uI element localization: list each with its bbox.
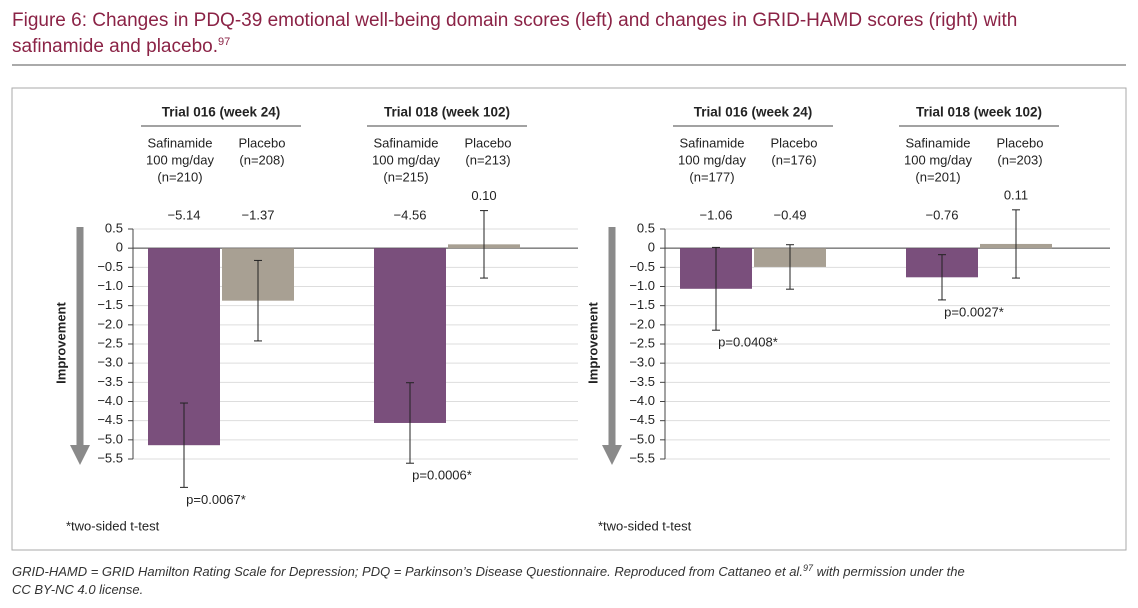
value-label: −1.37 [242, 207, 275, 222]
y-tick-label: 0 [648, 240, 655, 255]
y-tick-label: 0.5 [105, 220, 123, 235]
y-tick-label: −4.0 [97, 393, 123, 408]
error-bar [712, 246, 720, 331]
y-tick-label: −5.0 [97, 431, 123, 446]
caption-text: with permission under the [813, 564, 965, 579]
value-label: −0.49 [774, 207, 807, 222]
figure-title: Figure 6: Changes in PDQ-39 emotional we… [12, 10, 1017, 31]
y-tick-label: −1.5 [629, 297, 655, 312]
value-label: 0.10 [471, 188, 496, 203]
y-axis-label: Improvement [53, 302, 68, 384]
value-label: −0.76 [926, 207, 959, 222]
value-label: 0.11 [1004, 187, 1028, 202]
bar-label: (n=177) [689, 169, 734, 184]
y-tick-label: −1.0 [629, 278, 655, 293]
bar-label: 100 mg/day [146, 152, 214, 167]
error-bar [180, 402, 188, 488]
bar-label: 100 mg/day [678, 152, 746, 167]
y-tick-label: 0.5 [637, 220, 655, 235]
bar-label: (n=213) [465, 152, 510, 167]
caption-ref: 97 [803, 563, 814, 573]
p-value: p=0.0027* [944, 304, 1004, 319]
value-label: −1.06 [700, 207, 733, 222]
y-tick-label: 0 [116, 240, 123, 255]
improvement-arrowhead [70, 445, 90, 465]
y-tick-label: −4.0 [629, 393, 655, 408]
y-tick-label: −2.0 [97, 316, 123, 331]
bar-label: Placebo [465, 135, 512, 150]
y-tick-label: −2.5 [97, 335, 123, 350]
p-value: p=0.0006* [412, 468, 472, 483]
y-tick-label: −3.0 [629, 355, 655, 370]
value-label: −5.14 [168, 207, 201, 222]
bar-label: Safinamide [147, 135, 212, 150]
value-label: −4.56 [394, 207, 427, 222]
group-header: Trial 018 (week 102) [916, 105, 1042, 120]
y-tick-label: −1.0 [97, 278, 123, 293]
y-axis-label: Improvement [585, 302, 600, 384]
footnote: *two-sided t-test [598, 518, 692, 533]
caption-text: GRID-HAMD = GRID Hamilton Rating Scale f… [12, 564, 803, 579]
bar-label: (n=215) [383, 169, 428, 184]
error-bar [254, 259, 262, 342]
p-value: p=0.0067* [186, 492, 246, 507]
y-tick-label: −3.0 [97, 355, 123, 370]
bar-label: (n=176) [771, 152, 816, 167]
bar-label: Placebo [771, 135, 818, 150]
bar-label: Safinamide [679, 135, 744, 150]
y-tick-label: −2.0 [629, 316, 655, 331]
bar-label: (n=201) [915, 169, 960, 184]
y-tick-label: −0.5 [629, 259, 655, 274]
bar-label: (n=208) [239, 152, 284, 167]
error-bar [480, 210, 488, 279]
bar-label: 100 mg/day [372, 152, 440, 167]
caption-line2: CC BY-NC 4.0 license. [12, 582, 143, 597]
bar-label: (n=203) [997, 152, 1042, 167]
bar-label: Placebo [239, 135, 286, 150]
y-tick-label: −0.5 [97, 259, 123, 274]
figure-title-line2: safinamide and placebo.97 [12, 36, 230, 57]
caption: GRID-HAMD = GRID Hamilton Rating Scale f… [12, 563, 965, 579]
error-bar [786, 244, 794, 290]
y-tick-label: −4.5 [97, 412, 123, 427]
y-tick-label: −2.5 [629, 335, 655, 350]
y-tick-label: −5.0 [629, 431, 655, 446]
bar-label: 100 mg/day [904, 152, 972, 167]
p-value: p=0.0408* [718, 335, 778, 350]
group-header: Trial 016 (week 24) [162, 105, 281, 120]
bar-label: Safinamide [905, 135, 970, 150]
footnote: *two-sided t-test [66, 518, 160, 533]
error-bar [1012, 209, 1020, 279]
error-bar [406, 382, 414, 464]
bar-label: Safinamide [373, 135, 438, 150]
improvement-arrowhead [602, 445, 622, 465]
error-bar [938, 254, 946, 301]
y-tick-label: −5.5 [629, 450, 655, 465]
group-header: Trial 018 (week 102) [384, 105, 510, 120]
y-tick-label: −1.5 [97, 297, 123, 312]
y-tick-label: −5.5 [97, 450, 123, 465]
figure-frame [11, 87, 1127, 551]
y-tick-label: −3.5 [629, 374, 655, 389]
group-header: Trial 016 (week 24) [694, 105, 813, 120]
title-ref: 97 [218, 36, 230, 48]
y-tick-label: −3.5 [97, 374, 123, 389]
bar-label: Placebo [997, 135, 1044, 150]
y-tick-label: −4.5 [629, 412, 655, 427]
bar-label: (n=210) [157, 169, 202, 184]
